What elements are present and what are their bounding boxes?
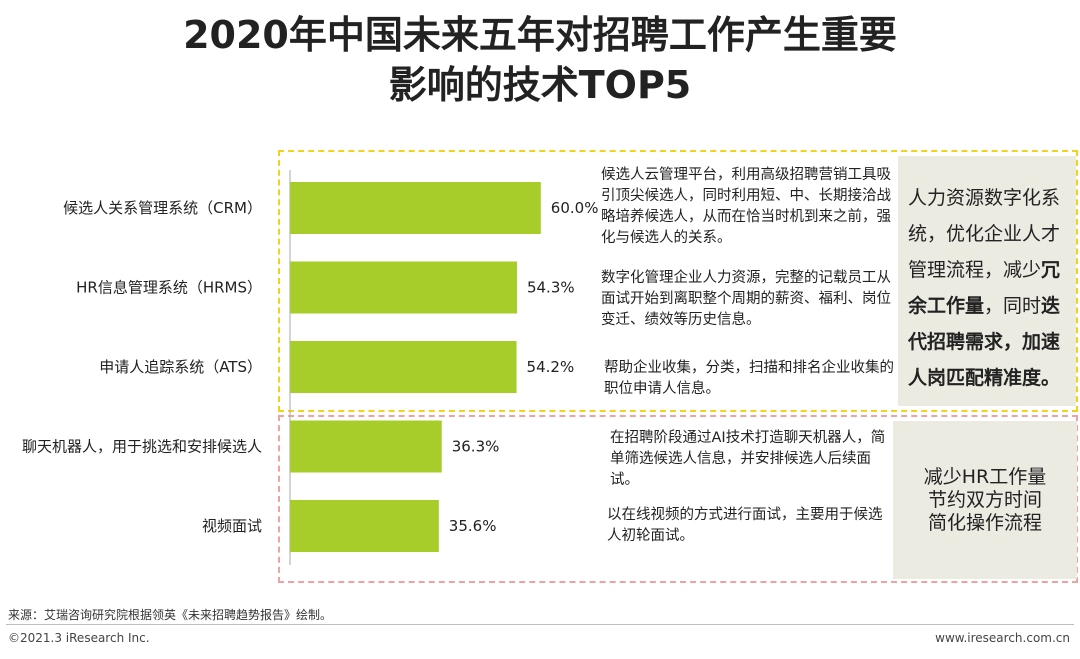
description-chatbot: 在招聘阶段通过AI技术打造聊天机器人，简单筛选候选人信息，并安排候选人后续面试。 [610,430,886,488]
description-crm: 候选人云管理平台，利用高级招聘营销工具吸引顶尖候选人，同时利用短、中、长期接洽战… [601,167,891,246]
summary-1-text: 人力资源数字化系统，优化企业人才管理流程，减少 [908,187,1061,281]
description-hrms: 数字化管理企业人力资源，完整的记载员工从面试开始到离职整个周期的薪资、福利、岗位… [601,270,891,328]
description-ats: 帮助企业收集，分类，扫描和排名企业收集的职位申请人信息。 [604,360,894,397]
summary-1-bold-1: 冗余工作量 [908,259,1061,317]
category-label-4: 视频面试 [202,517,262,535]
summary-1-mid: ，同时 [984,295,1042,317]
summary-1-bold-2: 迭代招聘需求，加速人岗匹配精准度。 [908,295,1061,389]
value-label-3: 36.3% [452,438,500,456]
bar-chart: 候选人关系管理系统（CRM） 60.0% HR信息管理系统（HRMS） 54.3% 申请… [22,170,599,565]
category-label-1: HR信息管理系统（HRMS） [76,279,262,297]
group-1-dashed-frame [278,150,1078,412]
summary-efficiency: 减少HR工作量 节约双方时间 简化操作流程 [893,421,1077,579]
bar-1 [290,261,517,314]
website-link[interactable]: www.iresearch.com.cn [935,631,1070,645]
summary-2-line-1: 减少HR工作量 [923,466,1047,488]
category-label-0: 候选人关系管理系统（CRM） [63,199,262,217]
copyright: ©2021.3 iResearch Inc. [8,631,150,645]
value-label-1: 54.3% [527,279,575,297]
source-note: 来源：艾瑞咨询研究院根据领英《未来招聘趋势报告》绘制。 [8,608,333,622]
value-label-0: 60.0% [551,199,599,217]
bar-3 [290,420,442,473]
category-label-2: 申请人追踪系统（ATS） [99,358,262,376]
bar-2 [290,341,517,393]
value-label-4: 35.6% [449,517,497,535]
bar-4 [290,500,439,552]
value-label-2: 54.2% [527,358,575,376]
title-line-2: 影响的技术TOP5 [388,63,692,107]
description-video-interview: 以在线视频的方式进行面试，主要用于候选人初轮面试。 [607,507,883,544]
summary-digital-hr: 人力资源数字化系统，优化企业人才管理流程，减少冗余工作量，同时迭代招聘需求，加速… [898,156,1076,406]
summary-2-line-3: 简化操作流程 [927,512,1042,534]
summary-2-line-2: 节约双方时间 [927,489,1042,511]
footer-divider [6,624,1074,625]
bar-0 [290,182,541,234]
group-2-dashed-frame [278,415,1078,583]
title-line-1: 2020年中国未来五年对招聘工作产生重要 [183,13,897,57]
category-label-3: 聊天机器人，用于挑选和安排候选人 [22,438,262,456]
